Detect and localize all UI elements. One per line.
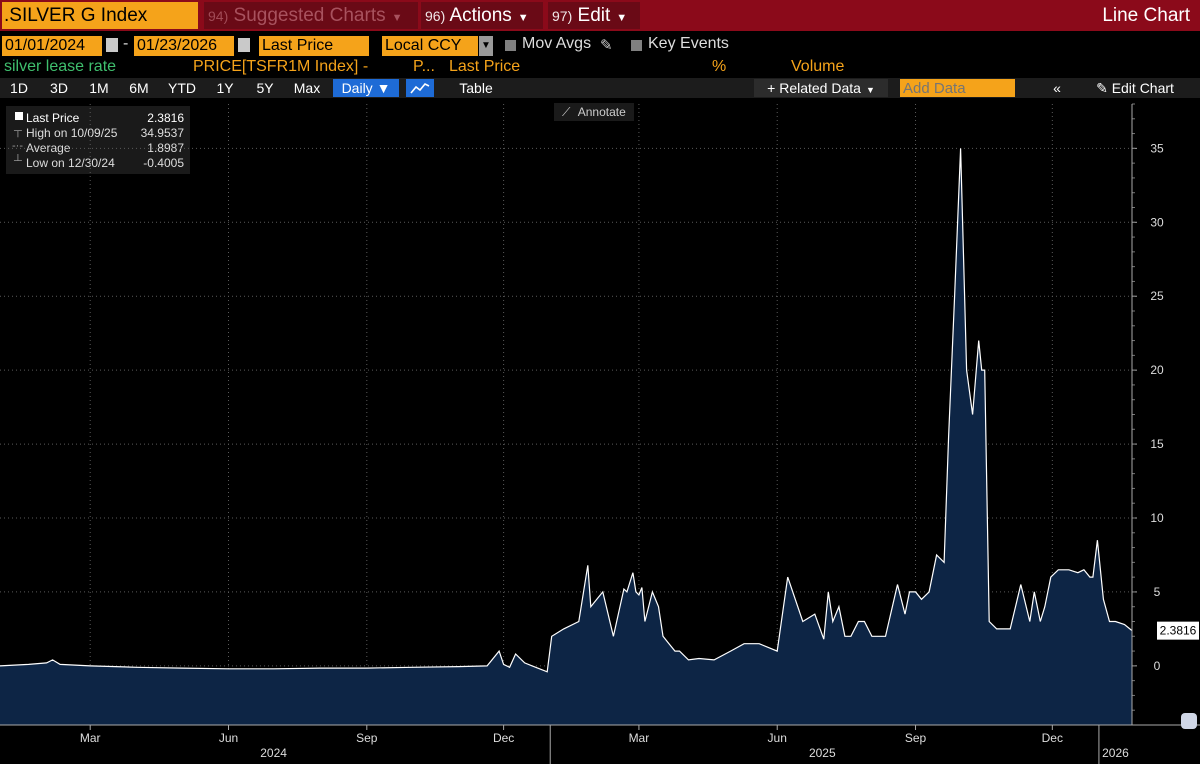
series-name: silver lease rate [4,58,117,75]
y-axis: 0 5 10 15 20 25 30 35 [1131,103,1164,726]
related-data-label: + Related Data [767,80,861,96]
x-year-label: 2026 [1102,746,1129,760]
edit-label: Edit [577,5,611,26]
y-tick-label: 20 [1150,363,1164,377]
x-year-label: 2024 [260,746,287,760]
period-6m-button[interactable]: 6M [129,80,149,96]
last-value-text: 2.3816 [1160,624,1197,638]
chart-type-label: Line Chart [1102,5,1190,26]
x-month-label: Jun [219,731,238,745]
annotate-label: Annotate [577,105,626,119]
annotate-icon: ⟋ [562,105,571,119]
period-ytd-button[interactable]: YTD [168,80,196,96]
legend-low-value: -0.4005 [143,156,184,170]
legend-average-value: 1.8987 [147,141,184,155]
period-1m-button[interactable]: 1M [89,80,109,96]
suggested-charts-button[interactable]: 94) Suggested Charts ▼ [204,2,418,29]
edit-button[interactable]: 97) Edit ▼ [548,2,640,29]
mov-avgs-label: Mov Avgs [522,35,592,52]
date-separator: - [123,35,129,52]
legend-swatch [15,112,23,120]
actions-label: Actions [449,5,512,26]
chevron-down-icon[interactable]: ▼ [479,36,493,56]
series-last-price: Last Price [449,58,521,75]
legend-high-value: 34.9537 [140,126,184,140]
annotate-button[interactable]: ⟋ Annotate [554,103,634,121]
pencil-icon[interactable]: ✎ [600,37,613,54]
start-date-input[interactable]: 01/01/2024 [2,36,102,56]
series-volume: Volume [791,58,845,75]
legend-high-label: High on 10/09/25 [26,126,118,140]
edit-chart-button[interactable]: ✎ Edit Chart [1072,79,1198,97]
series-area [0,148,1132,725]
series-percent: % [712,58,727,75]
pencil-icon: ✎ [1096,80,1108,96]
caret-down-icon: ▼ [517,12,529,24]
calendar-icon[interactable] [106,38,118,52]
key-events-label: Key Events [648,35,729,52]
x-month-label: Sep [905,731,927,745]
edit-chart-label: Edit Chart [1111,80,1174,96]
edit-key: 97) [552,8,573,24]
suggested-charts-label: Suggested Charts [233,5,386,26]
period-max-button[interactable]: Max [293,80,321,96]
actions-button[interactable]: 96) Actions ▼ [421,2,543,29]
period-1d-button[interactable]: 1D [10,80,28,96]
last-value-box [1157,621,1199,640]
y-tick-label: 15 [1150,437,1164,451]
x-month-label: Sep [356,731,378,745]
high-marker-icon: ┬ [14,125,22,137]
x-month-label: Jun [768,731,787,745]
ticker-field[interactable]: .SILVER G Index [2,2,198,29]
x-year-label: 2025 [809,746,836,760]
actions-key: 96) [425,8,446,24]
period-5y-button[interactable]: 5Y [256,80,274,96]
y-tick-label: 30 [1150,215,1164,229]
related-data-button[interactable]: + Related Data ▼ [754,79,888,97]
series-formula: PRICE[TSFR1M Index] - [193,58,369,75]
key-events-checkbox[interactable] [631,40,642,51]
add-data-input[interactable] [900,79,1015,97]
mov-avgs-checkbox[interactable] [505,40,516,51]
last-value-label: 2.3816 [1157,621,1199,640]
x-month-label: Dec [1042,731,1063,745]
frequency-select[interactable]: Daily ▼ [333,79,399,97]
legend-low-label: Low on 12/30/24 [26,156,115,170]
y-tick-label: 5 [1154,585,1161,599]
x-month-label: Dec [493,731,514,745]
y-tick-label: 35 [1150,141,1164,155]
x-axis: Mar Jun Sep Dec Mar Jun Sep Dec 2024 2025 2026 [0,724,1200,764]
legend-last-value: 2.3816 [147,111,184,125]
table-button[interactable]: Table [459,80,493,96]
legend-box: Last Price 2.3816 ┬ High on 10/09/25 34.… [6,106,190,174]
caret-down-icon: ▼ [616,12,628,24]
field-select[interactable]: Last Price [259,36,369,56]
x-month-label: Mar [629,731,650,745]
suggested-charts-key: 94) [208,8,229,24]
end-date-input[interactable]: 01/23/2026 [134,36,234,56]
chart-grid [0,104,1132,725]
series-line [0,148,1133,673]
caret-down-icon: ▼ [391,12,403,24]
period-1y-button[interactable]: 1Y [216,80,234,96]
low-marker-icon: ┴ [14,155,22,167]
series-p: P... [413,58,435,75]
legend-last-label: Last Price [26,111,80,125]
chat-icon[interactable] [1181,713,1197,729]
line-chart-icon[interactable] [406,79,434,97]
collapse-icon[interactable]: « [1053,80,1061,96]
average-marker-icon: -·- [12,140,23,152]
period-3d-button[interactable]: 3D [50,80,68,96]
caret-down-icon: ▼ [865,85,875,95]
currency-select[interactable]: Local CCY [382,36,478,56]
calendar-icon[interactable] [238,38,250,52]
y-tick-label: 25 [1150,289,1164,303]
x-month-label: Mar [80,731,101,745]
y-tick-label: 0 [1154,659,1161,673]
y-tick-label: 10 [1150,511,1164,525]
